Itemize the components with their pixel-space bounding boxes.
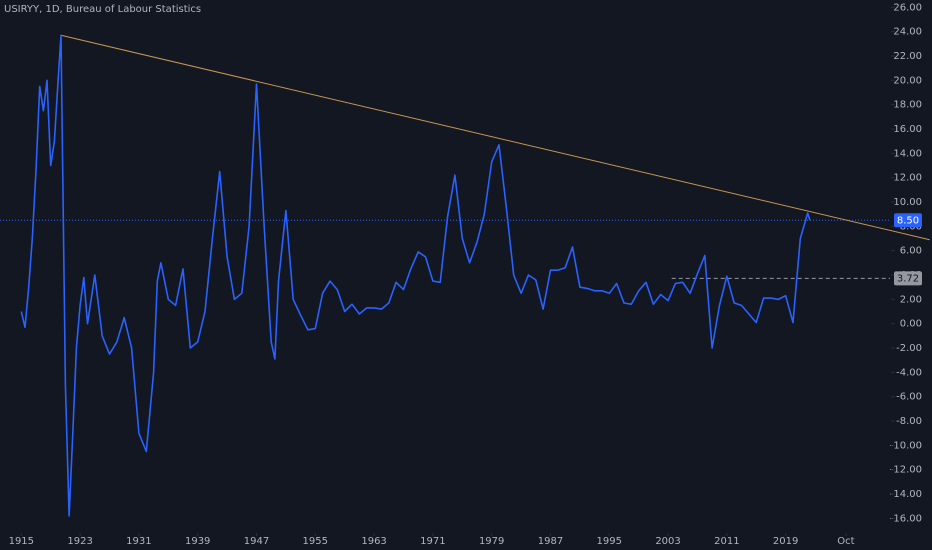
- x-tick-label: 1939: [185, 536, 210, 547]
- last_value-badge: [894, 213, 922, 228]
- y-tick-label: 24.00: [893, 27, 922, 38]
- y-tick-label: -4.00: [896, 367, 922, 378]
- x-tick-label: 1931: [126, 536, 151, 547]
- y-tick-label: 6.00: [900, 246, 922, 257]
- x-tick-label: 1963: [361, 536, 386, 547]
- y-tick-label: 16.00: [893, 124, 922, 135]
- x-tick-label: 1987: [538, 536, 563, 547]
- y-tick-label: 10.00: [893, 197, 922, 208]
- x-tick-label: 1979: [479, 536, 504, 547]
- x-tick-label: 1947: [244, 536, 269, 547]
- x-tick-label: 2019: [773, 536, 798, 547]
- ref_value-badge: [894, 271, 922, 286]
- x-tick-label: 1923: [67, 536, 92, 547]
- x-tick-label: Oct: [837, 536, 854, 547]
- y-tick-label: -16.00: [890, 513, 922, 524]
- last_value-label: 8.50: [897, 215, 919, 226]
- trendline: [60, 34, 930, 241]
- y-tick-label: 18.00: [893, 100, 922, 111]
- x-tick-label: 2003: [655, 536, 680, 547]
- y-tick-label: 20.00: [893, 75, 922, 86]
- y-tick-label: 2.00: [900, 294, 922, 305]
- y-tick-label: 22.00: [893, 51, 922, 62]
- series-line: [20, 34, 811, 517]
- y-tick-label: -10.00: [890, 440, 922, 451]
- y-tick-label: 12.00: [893, 173, 922, 184]
- y-tick-label: 14.00: [893, 148, 922, 159]
- ref_value-label: 3.72: [897, 273, 919, 284]
- x-tick-label: 2011: [714, 536, 739, 547]
- y-tick-label: -12.00: [890, 465, 922, 476]
- x-tick-label: 1971: [420, 536, 445, 547]
- y-tick-label: 26.00: [893, 2, 922, 13]
- x-tick-label: 1915: [9, 536, 34, 547]
- chart-title: USIRYY, 1D, Bureau of Labour Statistics: [4, 4, 201, 15]
- y-tick-label: -14.00: [890, 489, 922, 500]
- x-tick-label: 1995: [597, 536, 622, 547]
- y-tick-label: -6.00: [896, 392, 922, 403]
- x-tick-label: 1955: [303, 536, 328, 547]
- y-tick-label: -2.00: [896, 343, 922, 354]
- y-tick-label: -8.00: [896, 416, 922, 427]
- y-tick-label: 0.00: [900, 319, 922, 330]
